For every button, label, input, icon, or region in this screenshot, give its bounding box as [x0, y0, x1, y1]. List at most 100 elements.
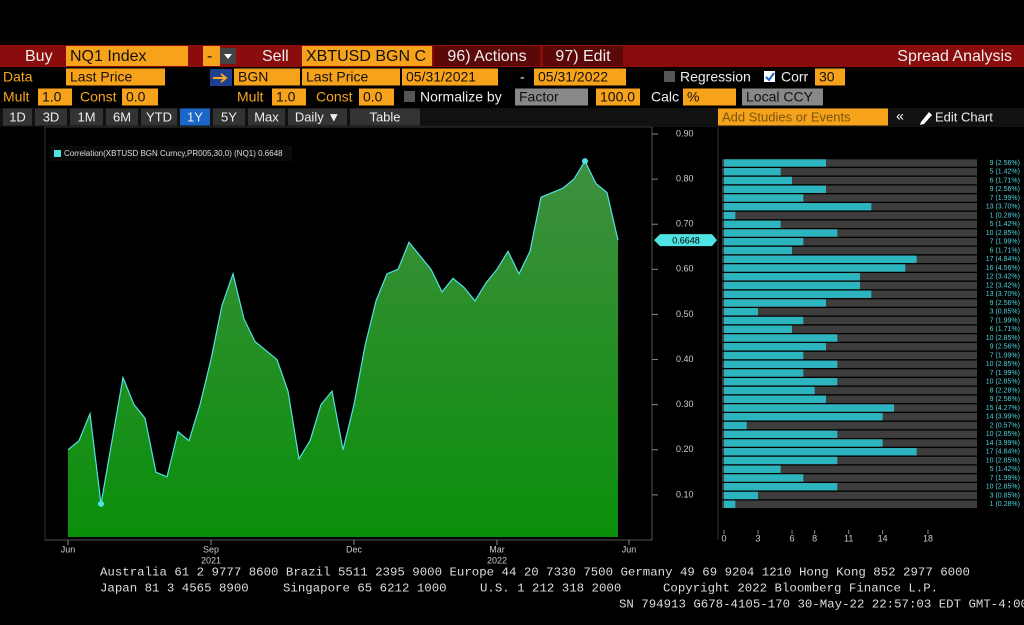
- input-field[interactable]: [66, 46, 188, 66]
- hist-bar: [724, 343, 826, 351]
- field-text: Daily ▼: [295, 109, 340, 124]
- input-field[interactable]: [402, 68, 498, 86]
- y-tick-label: 0.70: [676, 219, 694, 229]
- hist-label: 12 (3.42%): [986, 274, 1020, 281]
- field-text: 5Y: [221, 109, 237, 124]
- button[interactable]: [434, 46, 540, 66]
- input-field[interactable]: [596, 88, 640, 106]
- input-field[interactable]: [272, 88, 306, 106]
- button[interactable]: [213, 108, 245, 126]
- hist-bar: [724, 211, 736, 220]
- button[interactable]: [248, 108, 285, 126]
- hist-x-tick-label: 8: [812, 533, 817, 543]
- hist-bar: [724, 369, 804, 377]
- input-field[interactable]: [534, 68, 626, 86]
- hist-row-bg: [722, 229, 977, 237]
- input-field[interactable]: [515, 88, 588, 106]
- hist-row-bg: [722, 220, 977, 228]
- input-field[interactable]: [683, 88, 736, 106]
- input-field[interactable]: [203, 46, 220, 66]
- hist-bar: [724, 246, 792, 255]
- button[interactable]: [3, 108, 32, 126]
- field-text: 1.0: [42, 89, 62, 105]
- input-field[interactable]: [234, 68, 300, 86]
- hist-bar: [724, 378, 838, 386]
- hist-label: 10 (2.85%): [986, 230, 1020, 237]
- button[interactable]: [70, 108, 103, 126]
- button[interactable]: [106, 108, 138, 126]
- button[interactable]: [288, 108, 347, 126]
- input-field[interactable]: [742, 88, 823, 106]
- hist-label: 16 (4.56%): [986, 265, 1020, 272]
- input-field[interactable]: [66, 68, 165, 86]
- input-field[interactable]: [302, 46, 432, 66]
- hist-x-tick-label: 6: [789, 533, 794, 543]
- field-text: Last Price: [306, 69, 368, 85]
- hist-bar: [724, 220, 781, 228]
- hist-label: 10 (2.85%): [986, 457, 1020, 464]
- button[interactable]: [141, 108, 177, 126]
- field-text: -: [207, 48, 212, 65]
- extreme-point: [582, 158, 588, 165]
- hist-row-bg: [722, 159, 977, 167]
- hist-bar: [724, 194, 804, 202]
- input-field[interactable]: [38, 88, 72, 106]
- input-field[interactable]: [302, 68, 400, 86]
- hist-label: 6 (1.71%): [990, 326, 1020, 333]
- corr-checkbox[interactable]: [764, 71, 775, 82]
- input-field[interactable]: [815, 68, 845, 86]
- hist-label: 7 (1.99%): [990, 475, 1020, 482]
- hist-row-bg: [722, 360, 977, 368]
- swap-icon: [213, 73, 228, 83]
- hist-bar: [724, 176, 792, 185]
- hist-bar: [724, 334, 838, 342]
- field-text: Add Studies or Events: [722, 109, 851, 124]
- hist-row-bg: [722, 386, 977, 395]
- hist-label: 1 (0.28%): [990, 212, 1020, 219]
- hist-label: 7 (1.99%): [990, 317, 1020, 324]
- hist-label: 10 (2.85%): [986, 361, 1020, 368]
- field-text: 05/31/2022: [538, 69, 608, 85]
- button[interactable]: [543, 46, 623, 66]
- y-tick-label: 0.20: [676, 444, 694, 454]
- hist-label: 8 (2.28%): [990, 387, 1020, 394]
- hist-bar: [724, 483, 838, 491]
- button[interactable]: [35, 108, 67, 126]
- label: Normalize by: [420, 89, 502, 105]
- hist-bar: [724, 185, 826, 193]
- hist-bar: [724, 273, 860, 281]
- hist-row-bg: [722, 246, 977, 255]
- hist-label: 1 (0.28%): [990, 501, 1020, 508]
- field-text: Last Price: [70, 69, 132, 85]
- hist-bar: [724, 474, 804, 482]
- last-value-label: 0.6648: [672, 235, 700, 245]
- input-field[interactable]: [122, 88, 158, 106]
- field-text: Local CCY: [746, 89, 814, 105]
- hist-label: 7 (1.99%): [990, 352, 1020, 359]
- hist-bar: [724, 238, 804, 246]
- collapse-icon[interactable]: «: [896, 108, 904, 124]
- hist-row-bg: [722, 325, 977, 333]
- normalize-checkbox[interactable]: [404, 91, 415, 102]
- field-text: 1M: [77, 109, 95, 124]
- hist-bar: [724, 421, 747, 430]
- label: -: [520, 69, 525, 85]
- x-tick-label: Dec: [346, 544, 363, 554]
- hist-label: 7 (1.99%): [990, 370, 1020, 377]
- label: Mult: [237, 89, 264, 105]
- input-field[interactable]: [359, 88, 394, 106]
- hist-row-bg: [722, 491, 977, 500]
- button[interactable]: [180, 108, 210, 126]
- button[interactable]: [350, 108, 420, 126]
- y-tick-label: 0.90: [676, 128, 694, 138]
- y-tick-label: 0.80: [676, 173, 694, 183]
- hist-label: 10 (2.85%): [986, 379, 1020, 386]
- hist-bar: [724, 413, 883, 421]
- regression-checkbox[interactable]: [664, 71, 675, 82]
- last-value-tag: [654, 234, 717, 247]
- input-field[interactable]: [718, 108, 888, 126]
- hist-row-bg: [722, 238, 977, 246]
- hist-bar: [724, 465, 781, 473]
